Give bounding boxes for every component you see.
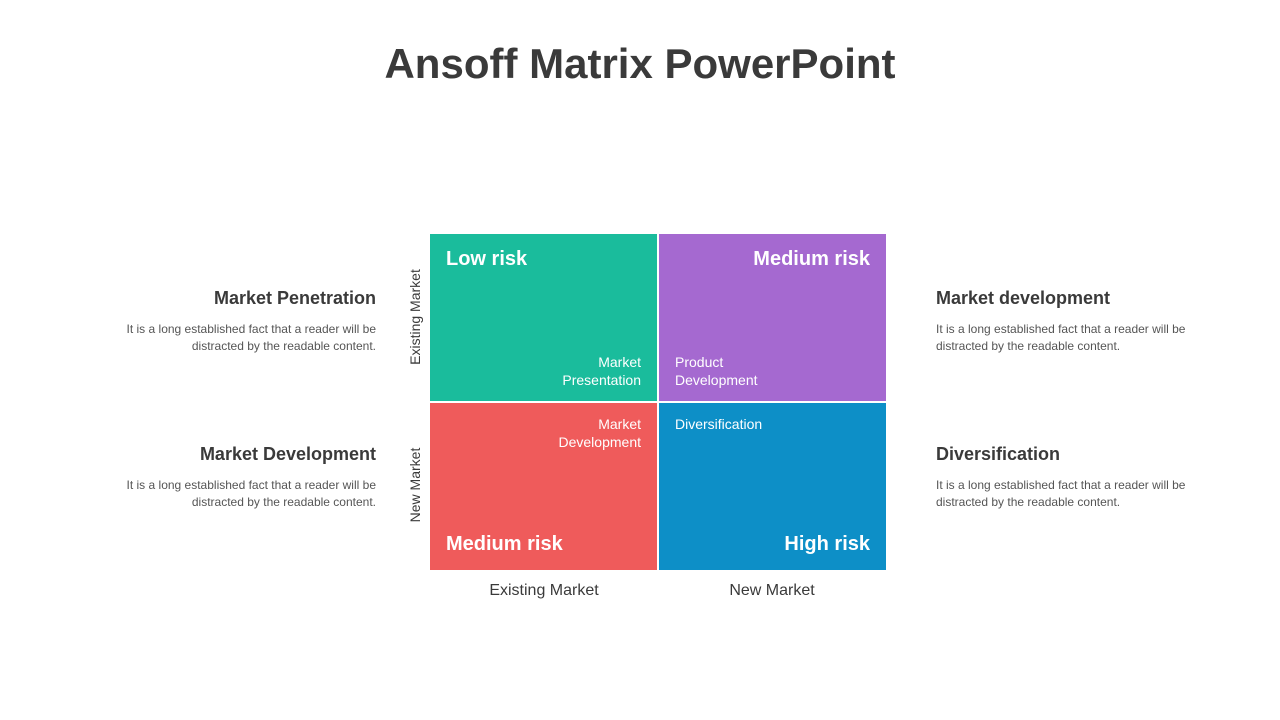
side-block-market-development-right: Market development It is a long establis… [936, 286, 1216, 355]
quadrant-label: Product Development [675, 353, 758, 389]
quadrant-market-development: Market Development Medium risk [430, 403, 657, 570]
quadrant-diversification: Diversification High risk [659, 403, 886, 570]
quadrant-label: Market Presentation [562, 353, 641, 389]
risk-label: Medium risk [446, 533, 563, 556]
quadrant-market-penetration: Low risk Market Presentation [430, 234, 657, 401]
ansoff-matrix: Low risk Market Presentation Medium risk… [430, 234, 886, 570]
side-heading: Market Development [96, 442, 376, 467]
y-axis-bottom-label: New Market [407, 430, 423, 540]
side-heading: Market development [936, 286, 1216, 311]
side-heading: Diversification [936, 442, 1216, 467]
page-title: Ansoff Matrix PowerPoint [0, 40, 1280, 88]
side-block-diversification: Diversification It is a long established… [936, 442, 1216, 511]
side-block-market-penetration: Market Penetration It is a long establis… [96, 286, 376, 355]
y-axis-top-label: Existing Market [407, 262, 423, 372]
x-axis: Existing Market New Market [430, 582, 886, 600]
x-axis-left-label: Existing Market [430, 582, 658, 600]
y-axis: Existing Market New Market [400, 234, 424, 570]
quadrant-product-development: Medium risk Product Development [659, 234, 886, 401]
side-body: It is a long established fact that a rea… [96, 321, 376, 355]
side-body: It is a long established fact that a rea… [936, 477, 1216, 511]
side-body: It is a long established fact that a rea… [96, 477, 376, 511]
quadrant-label: Market Development [559, 415, 642, 451]
side-heading: Market Penetration [96, 286, 376, 311]
side-block-market-development: Market Development It is a long establis… [96, 442, 376, 511]
quadrant-label: Diversification [675, 415, 762, 433]
risk-label: High risk [784, 533, 870, 556]
risk-label: Low risk [446, 248, 527, 271]
risk-label: Medium risk [753, 248, 870, 271]
side-body: It is a long established fact that a rea… [936, 321, 1216, 355]
x-axis-right-label: New Market [658, 582, 886, 600]
